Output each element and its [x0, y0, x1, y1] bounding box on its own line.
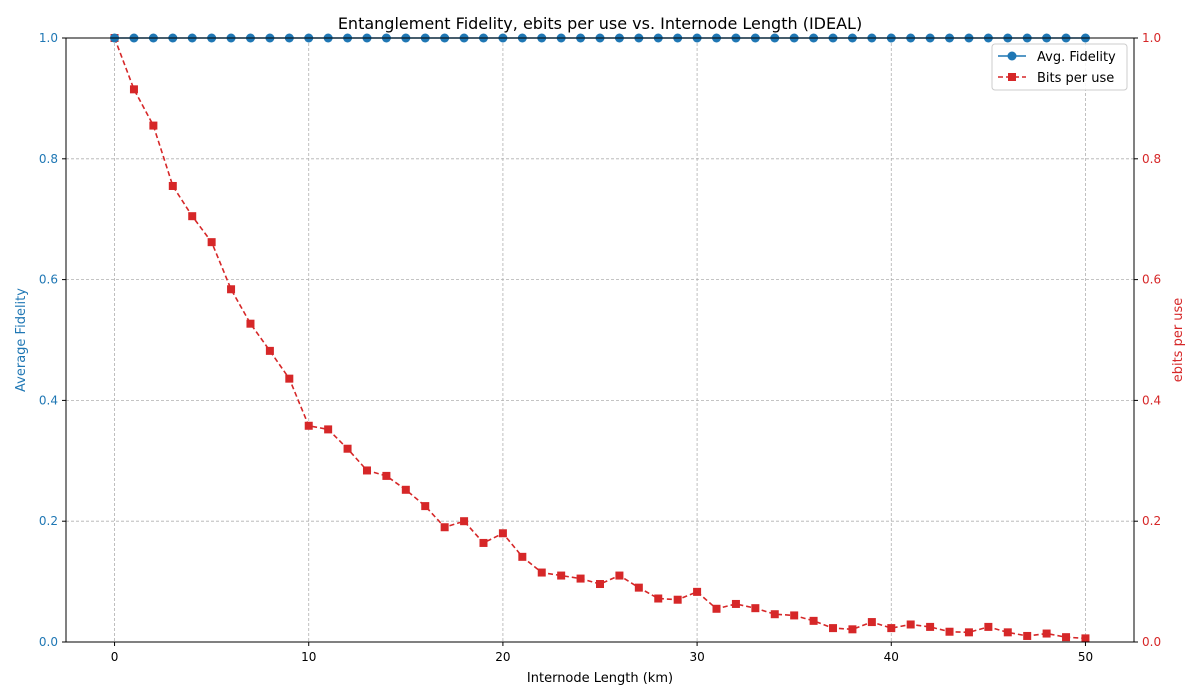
legend-fidelity-marker: [1007, 51, 1017, 61]
bits-per-use-point: [770, 610, 779, 619]
bits-per-use-point: [926, 622, 935, 631]
bits-per-use-point: [634, 583, 643, 592]
bits-per-use-point: [848, 625, 857, 634]
bits-per-use-line: [113, 37, 1086, 640]
bits-per-use-point: [1042, 629, 1051, 638]
bits-per-use-point: [887, 624, 896, 633]
bits-per-use-point: [712, 604, 721, 613]
right-axis-title: ebits per use: [1171, 298, 1186, 383]
bits-per-use-point: [829, 624, 838, 633]
legend: Avg. Fidelity Bits per use: [991, 43, 1128, 91]
x-tick-label: 50: [1078, 650, 1093, 664]
x-tick-label: 30: [689, 650, 704, 664]
left-y-tick-label: 0.2: [39, 514, 58, 528]
bits-per-use-point: [440, 523, 449, 532]
bits-per-use-point: [557, 571, 566, 580]
bits-per-use-point: [304, 421, 313, 430]
right-y-tick-label: 0.6: [1142, 273, 1161, 287]
bits-per-use-point: [227, 285, 236, 294]
right-y-tick-label: 0.4: [1142, 393, 1161, 407]
bits-per-use-point: [673, 595, 682, 604]
bits-per-use-point: [751, 604, 760, 613]
bits-per-use-point: [168, 181, 177, 190]
left-y-tick-label: 0.8: [39, 152, 58, 166]
axes: 0 10 20 30 40 50 0.0 0.2 0.4 0.6 0.8 1.0 0.0 0.2 0.4 0.…: [39, 31, 1161, 664]
bits-per-use-point: [479, 538, 488, 547]
bits-per-use-point: [576, 574, 585, 583]
bits-per-use-point: [654, 594, 663, 603]
bits-per-use-point: [984, 622, 993, 631]
legend-bits-label: Bits per use: [1037, 71, 1114, 86]
bits-per-use-point: [324, 425, 333, 434]
right-y-tick-label: 0.0: [1142, 635, 1161, 649]
left-y-tick-label: 0.4: [39, 393, 58, 407]
bits-per-use-point: [867, 618, 876, 627]
plot-frame: [65, 37, 1135, 643]
bits-per-use-point: [790, 611, 799, 620]
bits-per-use-point: [343, 444, 352, 453]
bits-per-use-point: [596, 580, 604, 589]
bits-per-use-point: [964, 628, 973, 637]
bits-per-use-point: [460, 517, 469, 526]
x-tick-label: 20: [495, 650, 510, 664]
left-y-tick-label: 1.0: [39, 31, 58, 45]
bits-per-use-point: [149, 121, 158, 130]
bits-per-use-point: [285, 374, 294, 383]
bits-per-use-point: [518, 552, 527, 561]
bits-per-use-point: [401, 485, 410, 494]
bits-per-use-point: [129, 85, 138, 94]
bits-per-use-point: [362, 466, 371, 475]
x-tick-label: 10: [301, 650, 316, 664]
left-axis-title: Average Fidelity: [14, 288, 29, 392]
bits-per-use-point: [246, 319, 255, 328]
bits-per-use-point: [1062, 633, 1071, 642]
bits-per-use-point: [809, 616, 818, 625]
bits-per-use-point: [537, 568, 546, 577]
left-y-tick-label: 0.6: [39, 273, 58, 287]
bits-per-use-point: [1023, 631, 1032, 640]
bits-per-use-point: [382, 471, 391, 480]
bits-per-use-point: [207, 238, 216, 247]
bits-per-use-point: [615, 571, 624, 580]
right-y-tick-label: 1.0: [1142, 31, 1161, 45]
x-tick-label: 40: [884, 650, 899, 664]
right-y-tick-label: 0.8: [1142, 152, 1161, 166]
bits-per-use-point: [421, 502, 430, 511]
left-y-tick-label: 0.0: [39, 635, 58, 649]
bits-per-use-point: [265, 346, 274, 355]
legend-fidelity-label: Avg. Fidelity: [1037, 50, 1116, 65]
chart-title: Entanglement Fidelity, ebits per use vs.…: [338, 14, 862, 33]
bits-per-use-point: [1003, 628, 1012, 637]
legend-bits-marker: [1008, 73, 1016, 81]
bits-per-use-point: [731, 599, 740, 608]
right-y-tick-label: 0.2: [1142, 514, 1161, 528]
bits-per-use-point: [693, 587, 702, 596]
bits-per-use-point: [1081, 634, 1090, 643]
x-axis-title: Internode Length (km): [527, 671, 673, 686]
x-tick-label: 0: [111, 650, 119, 664]
bits-per-use-point: [498, 529, 507, 538]
bits-per-use-point: [906, 620, 915, 629]
bits-per-use-point: [188, 212, 197, 221]
series-bits-per-use: [110, 34, 1090, 643]
bits-per-use-point: [945, 627, 954, 636]
